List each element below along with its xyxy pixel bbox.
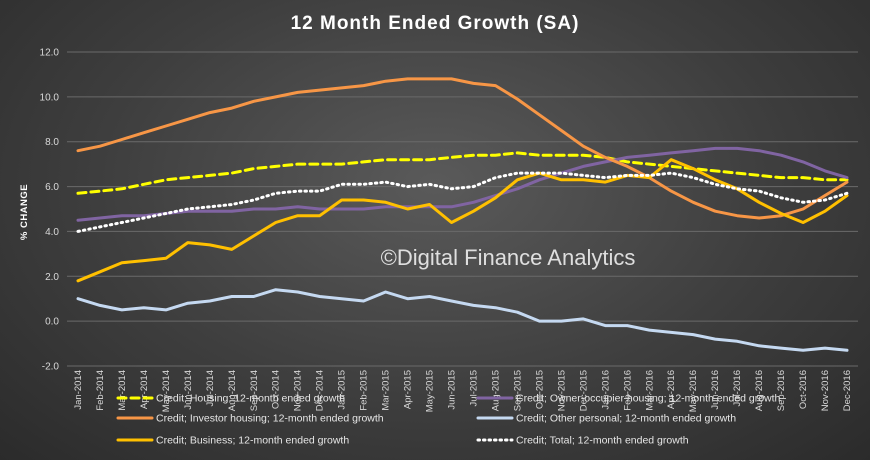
x-tick-label: May-2016 xyxy=(688,370,699,412)
x-tick-label: Nov-2014 xyxy=(293,370,304,411)
gridlines xyxy=(67,51,858,367)
series-line xyxy=(76,158,849,283)
legend: Credit; Housing; 12-month ended growth Cr… xyxy=(116,393,781,447)
x-tick-label: Nov-2015 xyxy=(556,370,567,411)
x-tick-label: Feb-2015 xyxy=(359,370,370,411)
watermark: ©Digital Finance Analytics xyxy=(381,245,636,270)
series-line xyxy=(76,146,849,222)
x-tick-label: Apr-2015 xyxy=(403,370,414,409)
series-line xyxy=(76,288,849,352)
x-axis-ticks: Jan-2014 Feb-2014 Mar-2014 Apr-2014 May-2014… xyxy=(73,370,853,412)
series-line xyxy=(76,171,849,233)
x-tick-label: Jan-2014 xyxy=(73,370,84,410)
series-lines xyxy=(76,77,849,352)
x-tick-label: May-2014 xyxy=(161,370,172,412)
x-tick-label: Jun-2014 xyxy=(183,370,194,410)
y-axis-label: % CHANGE xyxy=(19,184,30,240)
series-line xyxy=(76,77,849,220)
legend-label: Credit; Owner-occupier housing; 12-month… xyxy=(516,393,781,405)
x-tick-label: Sep-2015 xyxy=(512,370,523,411)
x-tick-label: Nov-2016 xyxy=(820,370,831,411)
x-tick-label: Jun-2015 xyxy=(447,370,458,410)
chart-title: 12 Month Ended Growth (SA) xyxy=(291,13,580,34)
x-tick-label: Jan-2015 xyxy=(337,370,348,410)
legend-label: Credit; Total; 12-month ended growth xyxy=(516,435,689,447)
y-tick-label: 2.0 xyxy=(45,272,59,283)
x-tick-label: Dec-2016 xyxy=(842,370,853,411)
x-tick-label: Mar-2014 xyxy=(117,370,128,411)
x-tick-label: Sep-2014 xyxy=(249,370,260,411)
y-tick-label: -2.0 xyxy=(42,362,60,373)
x-tick-label: Apr-2016 xyxy=(666,370,677,409)
x-tick-label: Dec-2015 xyxy=(578,370,589,411)
x-tick-label: Oct-2016 xyxy=(798,370,809,409)
x-tick-label: Jan-2016 xyxy=(600,370,611,410)
x-tick-label: Aug-2014 xyxy=(227,370,238,411)
x-tick-label: Aug-2016 xyxy=(754,370,765,411)
legend-label: Credit; Housing; 12-month ended growth xyxy=(156,393,345,405)
y-tick-label: 6.0 xyxy=(45,182,59,193)
x-tick-label: Sep-2016 xyxy=(776,370,787,411)
x-tick-label: Feb-2016 xyxy=(622,370,633,411)
x-tick-label: May-2015 xyxy=(425,370,436,412)
y-tick-label: 8.0 xyxy=(45,137,59,148)
y-tick-label: 0.0 xyxy=(45,317,59,328)
x-tick-label: Mar-2015 xyxy=(381,370,392,411)
x-tick-label: Mar-2016 xyxy=(644,370,655,411)
x-tick-label: Jul-2014 xyxy=(205,370,216,406)
y-tick-label: 12.0 xyxy=(40,48,60,59)
x-tick-label: Aug-2015 xyxy=(490,370,501,411)
x-tick-label: Dec-2014 xyxy=(315,370,326,411)
x-tick-label: Jun-2016 xyxy=(710,370,721,410)
legend-label: Credit; Other personal; 12-month ended g… xyxy=(516,413,736,425)
x-tick-label: Feb-2014 xyxy=(95,370,106,411)
x-tick-label: Jul-2016 xyxy=(732,370,743,406)
legend-label: Credit; Investor housing; 12-month ended… xyxy=(156,413,384,425)
series-line xyxy=(76,151,849,195)
y-axis-ticks: 12.0 10.0 8.0 6.0 4.0 2.0 0.0 -2.0 xyxy=(40,48,60,373)
legend-label: Credit; Business; 12-month ended growth xyxy=(156,435,349,447)
x-tick-label: Oct-2015 xyxy=(534,370,545,409)
x-tick-label: Apr-2014 xyxy=(139,370,150,409)
y-tick-label: 10.0 xyxy=(40,92,60,103)
x-tick-label: Jul-2015 xyxy=(468,370,479,406)
y-tick-label: 4.0 xyxy=(45,227,59,238)
x-tick-label: Oct-2014 xyxy=(271,370,282,409)
